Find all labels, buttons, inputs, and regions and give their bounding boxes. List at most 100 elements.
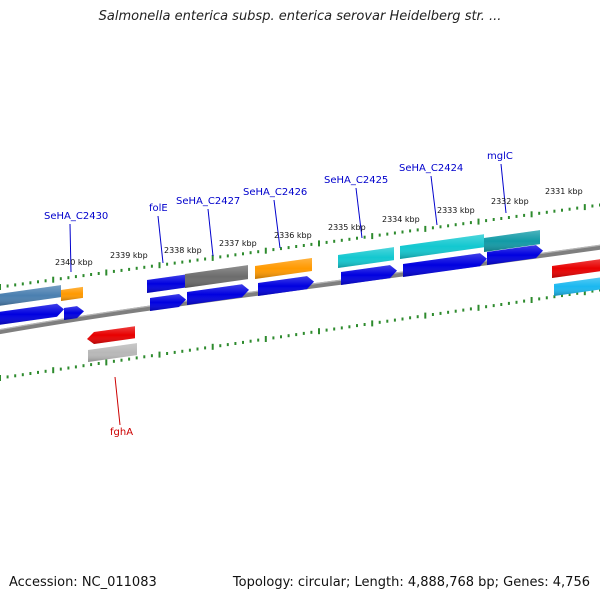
scale-tick: [105, 359, 108, 366]
scale-tick: [74, 275, 77, 279]
scale-tick: [188, 259, 191, 263]
upper-scale-line: [0, 203, 600, 290]
gene-label: mglC: [487, 151, 513, 162]
scale-tick: [219, 255, 222, 259]
scale-tick: [325, 328, 328, 332]
scale-tick: [371, 233, 374, 240]
genome-summary-text: Topology: circular; Length: 4,888,768 bp…: [232, 575, 590, 590]
gene-leader-line: [114, 376, 121, 426]
scale-tick: [135, 356, 138, 360]
gene-leader-line: [430, 175, 438, 226]
scale-tick: [150, 354, 153, 358]
gene-leader-line: [69, 223, 72, 273]
scale-tick: [143, 355, 146, 359]
scale-tick: [515, 214, 518, 218]
scale-label: 2332 kbp: [491, 197, 529, 206]
scale-tick: [447, 310, 450, 314]
scale-tick: [257, 338, 260, 342]
scale-tick: [447, 224, 450, 228]
scale-tick: [485, 305, 488, 309]
gene-leader-line: [355, 187, 363, 239]
scale-tick: [356, 324, 358, 328]
scale-tick: [257, 250, 260, 254]
scale-tick: [523, 299, 526, 303]
gene-leader-line: [500, 163, 507, 214]
scale-tick: [492, 218, 495, 221]
scale-tick: [340, 326, 343, 330]
feature-box-c2427: [185, 265, 248, 288]
scale-label: 2335 kbp: [328, 223, 366, 232]
scale-tick: [112, 269, 115, 273]
scale-tick: [318, 328, 320, 335]
scale-tick: [386, 319, 389, 323]
feature-box-fole: [147, 274, 185, 293]
gene-arrow-small: [64, 306, 84, 320]
scale-tick: [181, 260, 184, 264]
scale-tick: [120, 268, 123, 272]
scale-tick: [219, 344, 222, 348]
scale-tick: [29, 281, 32, 285]
scale-tick: [363, 235, 366, 239]
gene-arrow-mglc: [487, 245, 543, 265]
scale-tick: [310, 242, 313, 246]
feature-box-mglc: [484, 230, 540, 252]
lower-scale-line: [0, 288, 600, 381]
scale-tick: [424, 225, 427, 232]
gene-arrow-ygha: [87, 326, 135, 345]
scale-tick: [454, 309, 457, 313]
scale-tick: [82, 364, 85, 368]
scale-tick: [363, 323, 366, 326]
feature-box-ygha: [88, 343, 137, 362]
accession-text: Accession: NC_011083: [9, 575, 157, 590]
scale-label: 2337 kbp: [219, 239, 257, 248]
scale-tick: [37, 280, 39, 284]
scale-tick: [561, 208, 563, 212]
scale-tick: [469, 307, 472, 311]
scale-tick: [29, 372, 32, 375]
scale-tick: [530, 297, 533, 303]
scale-tick: [105, 269, 108, 276]
scale-tick: [264, 336, 267, 342]
scale-tick: [576, 291, 579, 295]
scale-tick: [74, 365, 77, 369]
scale-tick: [507, 301, 510, 305]
scale-tick: [6, 284, 9, 288]
gene-label: SeHA_C2427: [176, 196, 240, 207]
scale-tick: [469, 221, 472, 225]
scale-tick: [287, 246, 290, 250]
scale-tick: [21, 373, 24, 377]
scale-tick: [135, 266, 138, 270]
scale-tick: [67, 276, 70, 280]
scale-tick: [591, 289, 594, 293]
scale-tick: [112, 359, 115, 363]
scale-tick: [545, 210, 548, 214]
scale-tick: [568, 293, 571, 296]
scale-tick: [454, 223, 457, 227]
scale-tick: [553, 209, 556, 213]
scale-tick: [287, 334, 290, 338]
scale-tick: [302, 331, 305, 335]
scale-tick: [128, 267, 131, 271]
scale-tick: [553, 295, 556, 299]
gene-arrow-c2430: [0, 303, 64, 325]
scale-tick: [401, 230, 404, 234]
scale-tick: [264, 247, 267, 254]
scale-tick: [143, 265, 146, 269]
scale-tick: [59, 367, 62, 371]
scale-tick: [234, 253, 237, 257]
feature-box-small: [61, 286, 83, 301]
gene-arrow-c2424: [403, 253, 487, 277]
gene-label: SeHA_C2424: [399, 163, 463, 174]
scale-tick: [462, 222, 465, 226]
scale-tick: [211, 254, 214, 261]
scale-label: 2334 kbp: [382, 215, 420, 224]
scale-tick: [0, 284, 1, 290]
gene-leader-line: [273, 199, 281, 249]
scale-tick: [378, 320, 381, 324]
scale-tick: [378, 233, 381, 237]
scale-tick: [166, 352, 169, 355]
scale-tick: [318, 240, 320, 247]
scale-tick: [234, 342, 237, 345]
